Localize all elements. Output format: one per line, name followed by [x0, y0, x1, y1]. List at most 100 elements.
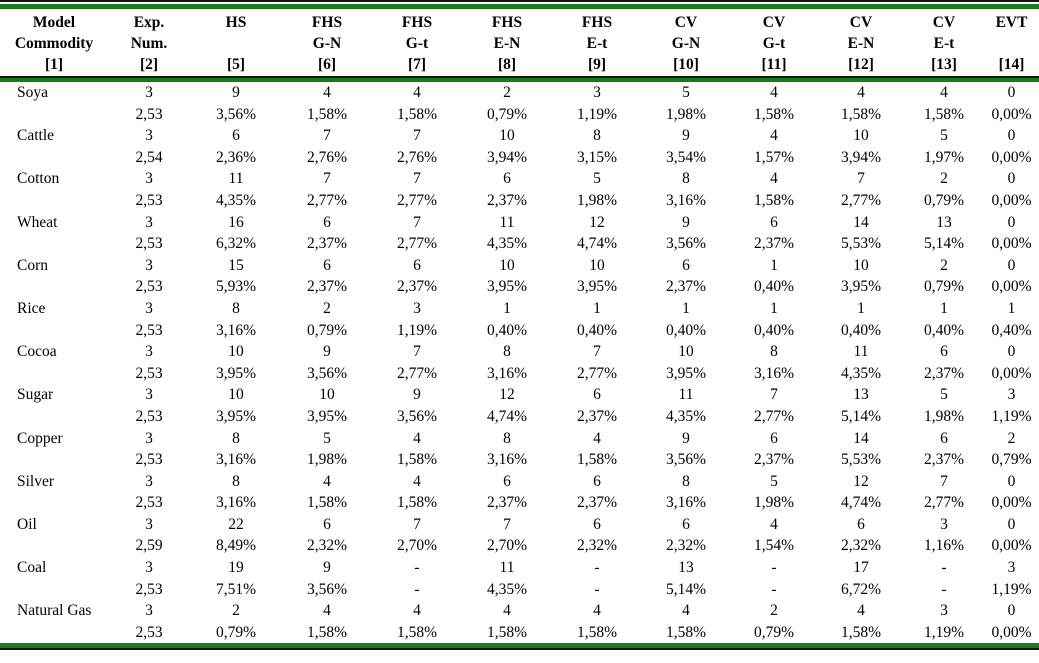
count-cell: 0: [1007, 256, 1016, 274]
commodity-cell-empty: [0, 320, 108, 342]
percent-cell: 1,98%: [753, 494, 795, 512]
percent-cell: 0,79%: [486, 105, 528, 123]
count-cell: 2: [323, 299, 331, 317]
percent-cell: 2,37%: [923, 451, 965, 469]
count-cell: 1: [593, 299, 601, 317]
percent-cell: 2,37%: [486, 494, 528, 512]
percent-cell: 2,32%: [306, 537, 348, 555]
table-row-counts: Cocoa 3 10 9 7 8 7 10 8 11 6 0: [0, 341, 1039, 363]
percent-cell: 1,19%: [991, 407, 1032, 425]
percent-cell: 1,19%: [576, 105, 618, 123]
count-cell: 6: [503, 472, 511, 490]
header-line1: HS: [225, 14, 247, 31]
percent-cell: 0,40%: [576, 321, 618, 339]
header-line3: [8]: [497, 56, 517, 73]
percent-cell: 3,94%: [840, 148, 882, 166]
header-line2: E-t: [586, 35, 608, 52]
header-line2: G-N: [671, 35, 701, 52]
count-cell: 4: [818, 78, 904, 104]
count-cell: 2: [1007, 429, 1016, 447]
percent-cell: 7,51%: [215, 580, 257, 598]
count-cell: 5: [940, 127, 948, 145]
count-cell: 3: [145, 343, 153, 361]
percent-cell: 2,53: [135, 451, 163, 469]
percent-cell: 3,16%: [753, 364, 795, 382]
table-row-percents: 2,53 5,93% 2,37% 2,37% 3,95% 3,95% 2,37% 0,40% 3…: [0, 276, 1039, 298]
table-row-percents: 2,59 8,49% 2,32% 2,70% 2,70% 2,32% 2,32% 1,54% 2…: [0, 535, 1039, 557]
count-cell: 11: [499, 559, 515, 577]
percent-cell: 1,19%: [923, 623, 965, 641]
percent-cell: 2,77%: [306, 191, 348, 209]
count-cell: 6: [940, 343, 948, 361]
column-header-cv-e-t: CV E-t [13]: [904, 9, 984, 78]
count-cell: 10: [499, 127, 515, 145]
count-cell: 4: [730, 78, 818, 104]
count-cell: 4: [770, 515, 778, 533]
table-row-percents: 2,53 3,16% 0,79% 1,19% 0,40% 0,40% 0,40% 0,40% 0…: [0, 320, 1039, 342]
commodity-cell: Coal: [17, 559, 47, 577]
percent-cell: 0,00%: [991, 191, 1032, 209]
count-cell: 8: [682, 170, 690, 188]
count-cell: -: [941, 559, 947, 577]
percent-cell: 2,53: [135, 235, 163, 253]
percent-cell: 3,16%: [486, 364, 528, 382]
percent-cell: 1,58%: [396, 451, 438, 469]
percent-cell: 2,77%: [840, 191, 882, 209]
percent-cell: 4,35%: [486, 235, 528, 253]
count-cell: 4: [282, 78, 372, 104]
table-row-counts: Coal 3 19 9 - 11 - 13 - 17 - 3: [0, 557, 1039, 579]
count-cell: 1: [857, 299, 865, 317]
count-cell: 7: [413, 127, 421, 145]
count-cell: 6: [503, 170, 511, 188]
count-cell: 3: [145, 429, 153, 447]
percent-cell: 0,79%: [753, 623, 795, 641]
count-cell: 4: [682, 602, 690, 620]
count-cell: 0: [984, 78, 1039, 104]
count-cell: 4: [770, 127, 778, 145]
percent-cell: 3,95%: [215, 407, 257, 425]
table-header: Model Commodity [1] Exp. Num. [2] HS [5] FHS G-N…: [0, 9, 1039, 78]
count-cell: 11: [678, 386, 694, 404]
count-cell: 3: [145, 386, 153, 404]
count-cell: 15: [228, 256, 244, 274]
table-row-percents: 2,53 3,56% 1,58% 1,58% 0,79% 1,19% 1,98% 1,58% 1…: [0, 104, 1039, 126]
header-row: Model Commodity [1] Exp. Num. [2] HS [5] FHS G-N…: [0, 9, 1039, 78]
percent-cell: 0,40%: [665, 321, 707, 339]
count-cell: 2: [462, 78, 552, 104]
count-cell: 6: [770, 213, 778, 231]
column-header-evt: EVT [14]: [984, 9, 1039, 78]
count-cell: 0: [1007, 170, 1016, 188]
percent-cell: -: [771, 580, 777, 598]
header-line1: EVT: [995, 14, 1028, 31]
percent-cell: 2,32%: [665, 537, 707, 555]
table-body: Soya 3 9 4 4 2 3 5 4 4 4 0 2,53 3,56% 1,58% 1,58% 0,79% 1…: [0, 78, 1039, 643]
percent-cell: 2,53: [135, 321, 163, 339]
top-rule-gap: [0, 2, 1039, 4]
percent-cell: 2,37%: [396, 278, 438, 296]
header-line2: G-t: [405, 35, 429, 52]
count-cell: 2: [940, 256, 948, 274]
count-cell: 5: [940, 386, 948, 404]
percent-cell: 0,40%: [753, 278, 795, 296]
count-cell: 7: [413, 515, 421, 533]
percent-cell: 1,58%: [576, 451, 618, 469]
count-cell: 3: [940, 602, 948, 620]
header-line2: [984, 33, 1039, 54]
header-line1: FHS: [581, 14, 613, 31]
percent-cell: 3,95%: [215, 364, 257, 382]
header-line1: CV: [932, 14, 956, 31]
count-cell: 1: [1007, 299, 1016, 317]
count-cell: 9: [682, 213, 690, 231]
header-line3: [7]: [407, 56, 427, 73]
percent-cell: 5,14%: [923, 235, 965, 253]
percent-cell: 2,53: [135, 191, 163, 209]
percent-cell: 1,58%: [396, 105, 438, 123]
header-line1: FHS: [491, 14, 523, 31]
commodity-cell: Cattle: [17, 127, 55, 145]
count-cell: -: [594, 559, 600, 577]
header-line3: [2]: [139, 56, 159, 73]
commodity-cell: Cotton: [17, 170, 60, 188]
table-row-counts: Silver 3 8 4 4 6 6 8 5 12 7 0: [0, 471, 1039, 493]
table-row-percents: 2,54 2,36% 2,76% 2,76% 3,94% 3,15% 3,54% 1,57% 3…: [0, 147, 1039, 169]
count-cell: 4: [770, 170, 778, 188]
